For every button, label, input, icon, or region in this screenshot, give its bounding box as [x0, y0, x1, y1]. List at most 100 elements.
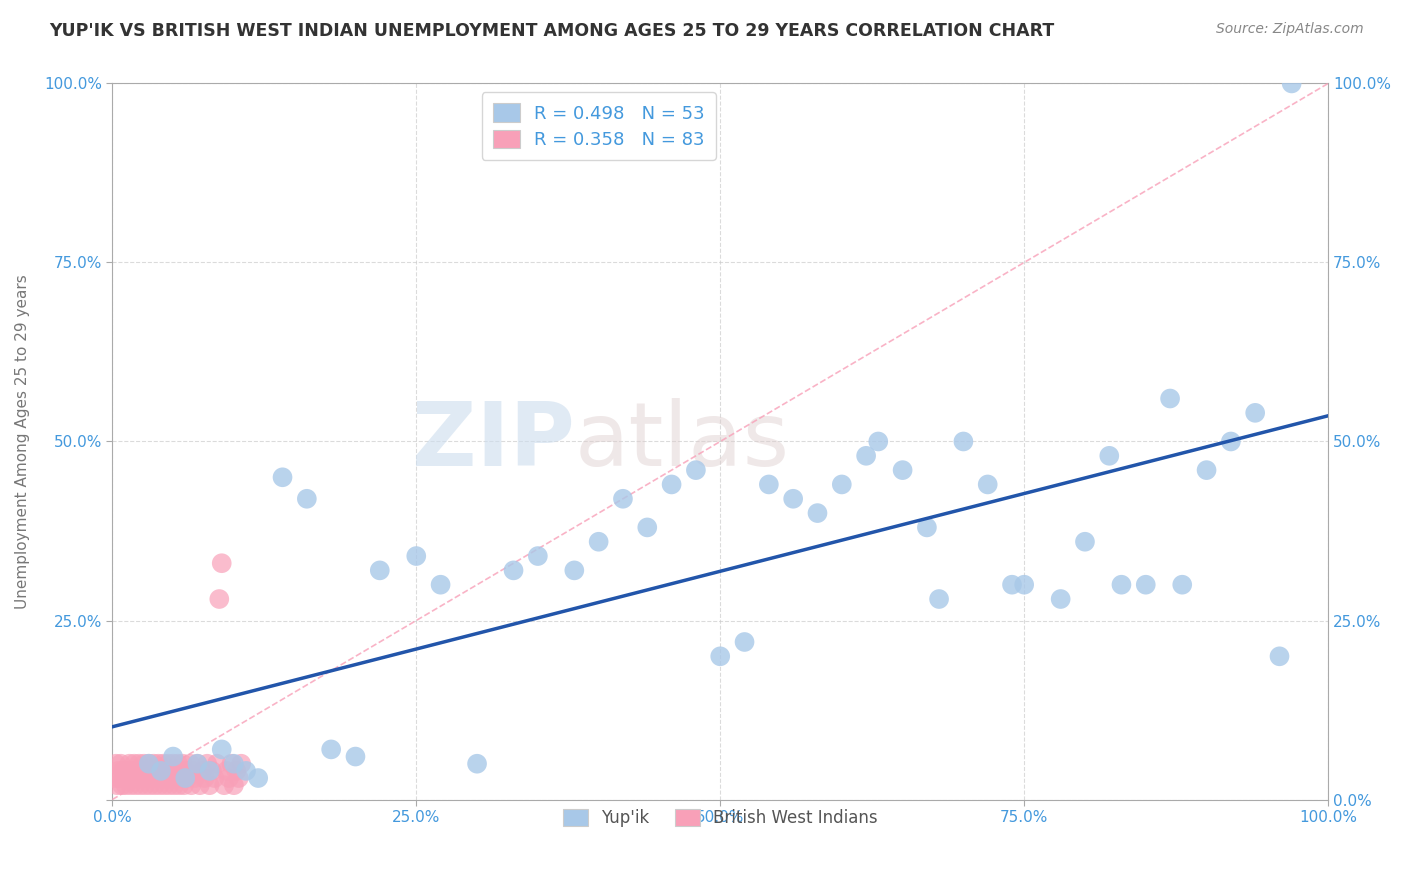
- Point: [139, 778, 162, 792]
- Point: [952, 434, 974, 449]
- Point: [162, 749, 184, 764]
- Point: [166, 771, 188, 785]
- Point: [1195, 463, 1218, 477]
- Point: [163, 778, 186, 792]
- Point: [170, 771, 193, 785]
- Point: [295, 491, 318, 506]
- Point: [176, 771, 198, 785]
- Point: [160, 771, 183, 785]
- Point: [188, 778, 211, 792]
- Point: [1135, 577, 1157, 591]
- Point: [138, 756, 160, 771]
- Point: [685, 463, 707, 477]
- Point: [118, 756, 141, 771]
- Point: [891, 463, 914, 477]
- Point: [146, 771, 169, 785]
- Point: [141, 764, 163, 778]
- Point: [186, 756, 208, 771]
- Point: [734, 635, 756, 649]
- Point: [180, 778, 202, 792]
- Point: [915, 520, 938, 534]
- Point: [321, 742, 343, 756]
- Point: [104, 756, 127, 771]
- Point: [661, 477, 683, 491]
- Point: [465, 756, 488, 771]
- Text: YUP'IK VS BRITISH WEST INDIAN UNEMPLOYMENT AMONG AGES 25 TO 29 YEARS CORRELATION: YUP'IK VS BRITISH WEST INDIAN UNEMPLOYME…: [49, 22, 1054, 40]
- Point: [1074, 534, 1097, 549]
- Point: [128, 756, 150, 771]
- Point: [131, 764, 153, 778]
- Text: atlas: atlas: [574, 398, 789, 485]
- Point: [194, 771, 217, 785]
- Point: [527, 549, 550, 563]
- Point: [212, 778, 235, 792]
- Point: [184, 771, 207, 785]
- Point: [169, 764, 191, 778]
- Point: [174, 771, 197, 785]
- Point: [107, 764, 129, 778]
- Point: [211, 556, 233, 570]
- Point: [150, 771, 173, 785]
- Point: [831, 477, 853, 491]
- Point: [167, 778, 190, 792]
- Point: [225, 764, 247, 778]
- Point: [218, 771, 240, 785]
- Point: [114, 778, 136, 792]
- Point: [405, 549, 427, 563]
- Point: [186, 756, 208, 771]
- Point: [221, 756, 243, 771]
- Point: [806, 506, 828, 520]
- Point: [344, 749, 367, 764]
- Point: [204, 771, 226, 785]
- Point: [105, 778, 128, 792]
- Point: [135, 764, 157, 778]
- Point: [159, 764, 181, 778]
- Point: [112, 764, 135, 778]
- Point: [122, 771, 145, 785]
- Text: Source: ZipAtlas.com: Source: ZipAtlas.com: [1216, 22, 1364, 37]
- Point: [127, 771, 149, 785]
- Point: [181, 764, 204, 778]
- Point: [1012, 577, 1035, 591]
- Point: [235, 764, 257, 778]
- Point: [148, 756, 170, 771]
- Point: [228, 771, 250, 785]
- Point: [108, 771, 131, 785]
- Point: [222, 756, 245, 771]
- Point: [149, 778, 172, 792]
- Y-axis label: Unemployment Among Ages 25 to 29 years: Unemployment Among Ages 25 to 29 years: [15, 274, 30, 609]
- Point: [124, 778, 146, 792]
- Point: [222, 778, 245, 792]
- Point: [271, 470, 294, 484]
- Point: [1159, 392, 1181, 406]
- Point: [758, 477, 780, 491]
- Point: [111, 778, 134, 792]
- Point: [141, 771, 163, 785]
- Point: [782, 491, 804, 506]
- Point: [155, 764, 177, 778]
- Point: [709, 649, 731, 664]
- Point: [562, 563, 585, 577]
- Point: [149, 764, 172, 778]
- Point: [120, 778, 142, 792]
- Point: [174, 764, 197, 778]
- Point: [855, 449, 877, 463]
- Point: [121, 764, 143, 778]
- Point: [162, 756, 184, 771]
- Point: [1049, 592, 1071, 607]
- Point: [1111, 577, 1133, 591]
- Point: [247, 771, 270, 785]
- Point: [165, 764, 187, 778]
- Point: [429, 577, 451, 591]
- Point: [215, 764, 238, 778]
- Point: [132, 756, 155, 771]
- Point: [198, 778, 221, 792]
- Point: [153, 778, 176, 792]
- Point: [195, 756, 218, 771]
- Point: [502, 563, 524, 577]
- Point: [928, 592, 950, 607]
- Text: ZIP: ZIP: [412, 398, 574, 485]
- Point: [129, 778, 152, 792]
- Point: [104, 771, 127, 785]
- Legend: Yup'ik, British West Indians: Yup'ik, British West Indians: [557, 803, 884, 834]
